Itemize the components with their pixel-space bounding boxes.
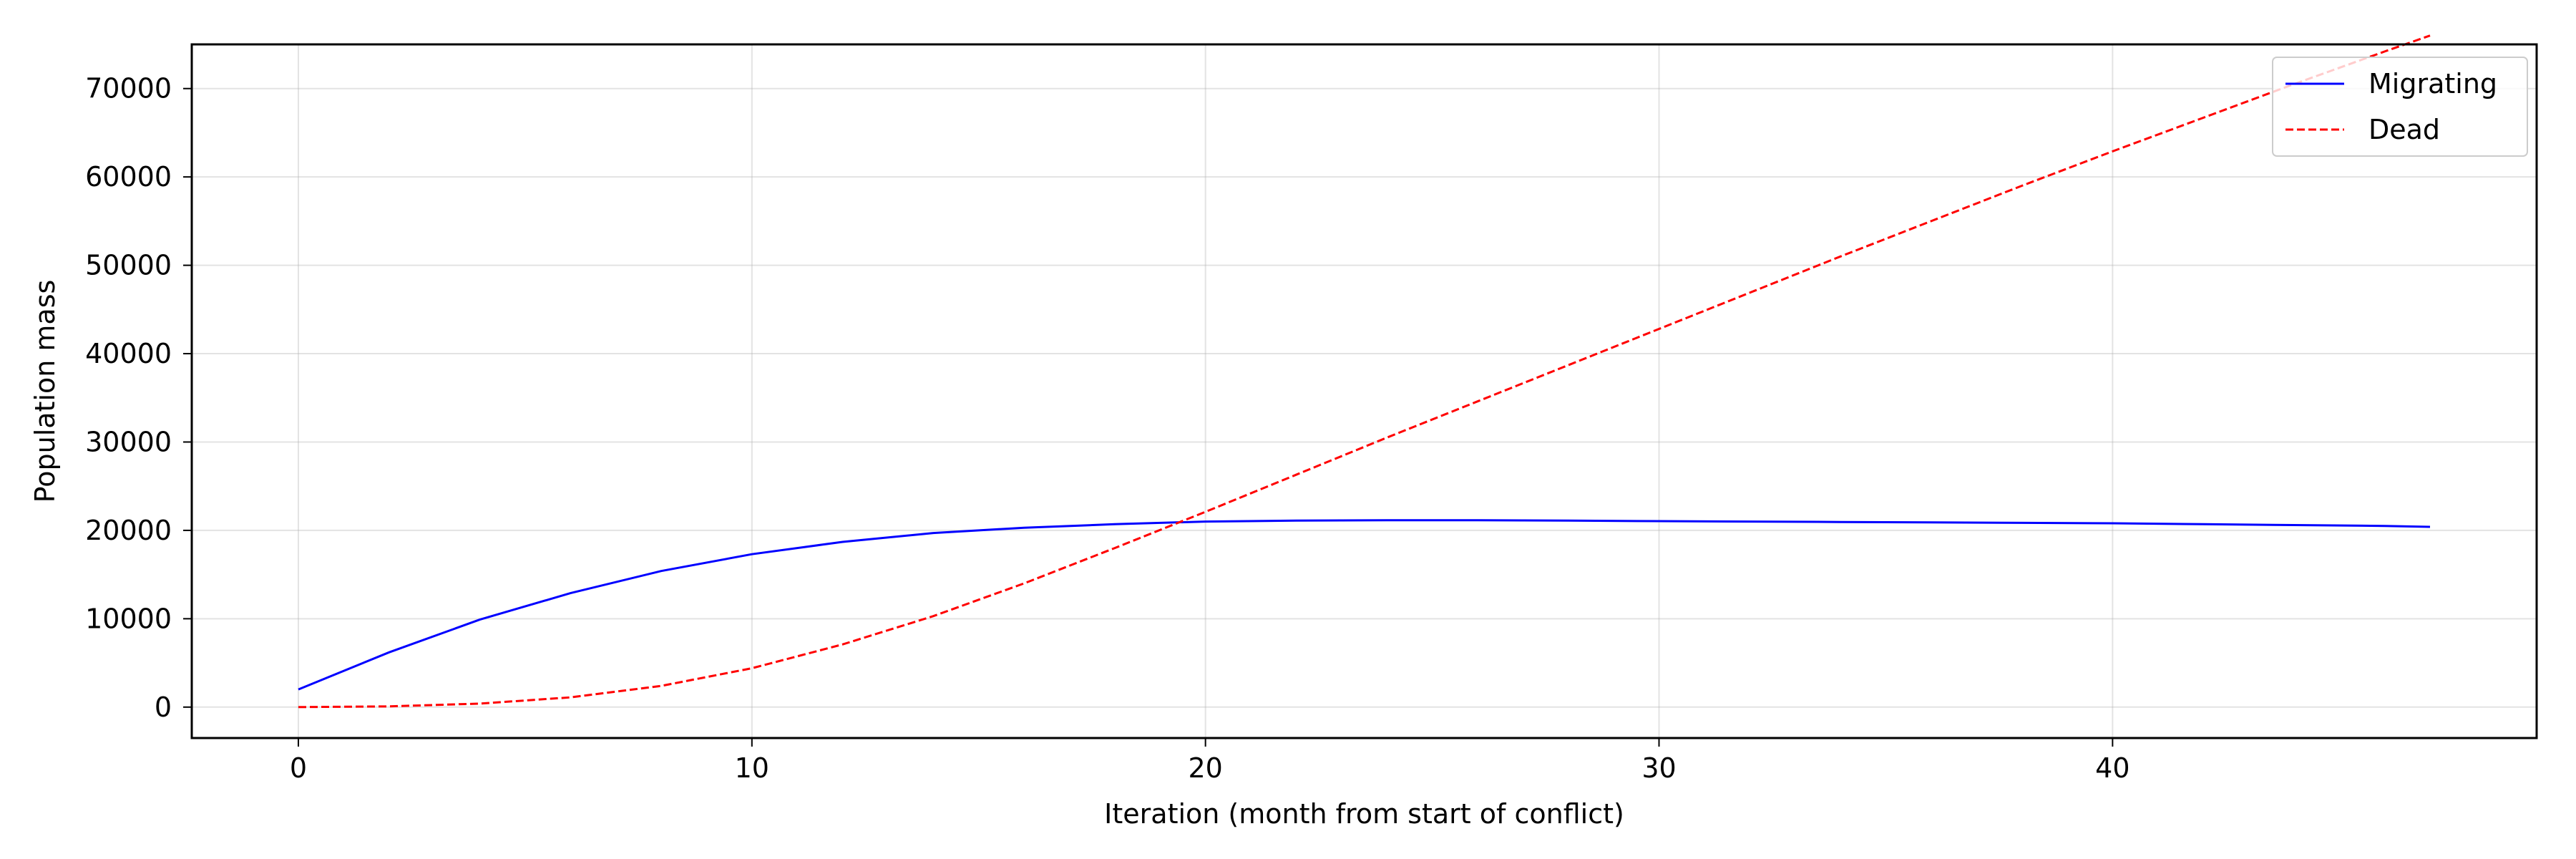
- legend-box: [2272, 57, 2528, 157]
- grid: [192, 44, 2537, 738]
- tick-layer: 0 10 20 30 40 0 10000 20000 30000 40000 50000 60000…: [85, 73, 2129, 784]
- x-tick-label: 40: [2095, 752, 2129, 784]
- y-tick-label: 30000: [85, 426, 172, 457]
- y-tick-label: 60000: [85, 161, 172, 193]
- plot-frame: [190, 43, 2538, 739]
- x-tick-label: 0: [290, 752, 307, 784]
- y-tick-label: 70000: [85, 73, 172, 105]
- x-tick-label: 20: [1188, 752, 1222, 784]
- series-line-dead: [298, 34, 2431, 709]
- x-tick-label: 10: [735, 752, 769, 784]
- y-axis-label: Population mass: [29, 280, 61, 503]
- series-line-migrating: [298, 519, 2431, 691]
- y-tick-label: 40000: [85, 338, 172, 369]
- x-axis-label: Iteration (month from start of conflict): [1104, 798, 1624, 830]
- y-tick-label: 10000: [85, 603, 172, 634]
- legend-label-migrating: Migrating: [2368, 68, 2497, 100]
- y-tick-label: 0: [155, 691, 172, 723]
- x-tick-label: 30: [1641, 752, 1676, 784]
- y-tick-label: 20000: [85, 515, 172, 546]
- y-tick-label: 50000: [85, 250, 172, 281]
- series-layer: [298, 34, 2431, 709]
- legend: Migrating Dead: [2272, 57, 2528, 157]
- legend-label-dead: Dead: [2368, 114, 2440, 145]
